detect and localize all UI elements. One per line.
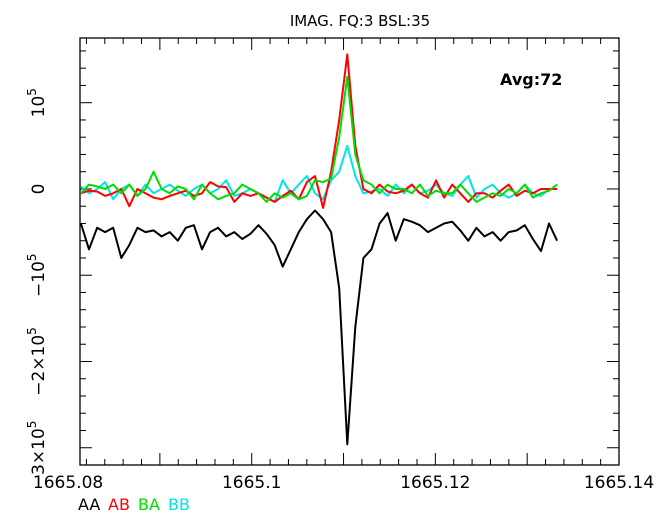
x-tick-label: 1665.12	[400, 473, 470, 493]
series-lines	[79, 53, 559, 446]
series-line-ba	[80, 75, 558, 203]
legend: AA AB BA BB	[78, 495, 190, 514]
svg-text:−2×105: −2×105	[25, 327, 49, 396]
avg-annotation: Avg:72	[500, 70, 562, 89]
legend-item-bb: BB	[168, 495, 190, 514]
chart-title: IMAG. FQ:3 BSL:35	[290, 12, 430, 30]
y-tick-labels: 3×105 −2×105 −105 0 105	[25, 88, 49, 475]
x-tick-label: 1665.14	[584, 473, 654, 493]
legend-item-ab: AB	[108, 495, 130, 514]
series-line-ab	[80, 53, 558, 209]
x-tick-labels: 1665.08 1665.1 1665.12 1665.14	[33, 473, 654, 493]
svg-text:105: 105	[25, 88, 49, 117]
y-tick-label: 0	[29, 184, 49, 195]
axis-ticks	[80, 38, 620, 466]
x-tick-label: 1665.08	[33, 473, 103, 493]
y-tick-label: −2×105	[25, 327, 49, 396]
series-line-aa	[79, 209, 559, 446]
series-line-bb	[80, 144, 558, 203]
y-tick-label: −105	[25, 253, 49, 297]
svg-text:3×105: 3×105	[25, 421, 49, 475]
svg-text:0: 0	[29, 184, 49, 195]
y-tick-label: 105	[25, 88, 49, 117]
plot-frame	[79, 37, 620, 466]
legend-item-aa: AA	[78, 495, 100, 514]
legend-item-ba: BA	[138, 495, 160, 514]
x-tick-label: 1665.1	[222, 473, 281, 493]
svg-text:−105: −105	[25, 253, 49, 297]
y-tick-label: 3×105	[25, 421, 49, 475]
